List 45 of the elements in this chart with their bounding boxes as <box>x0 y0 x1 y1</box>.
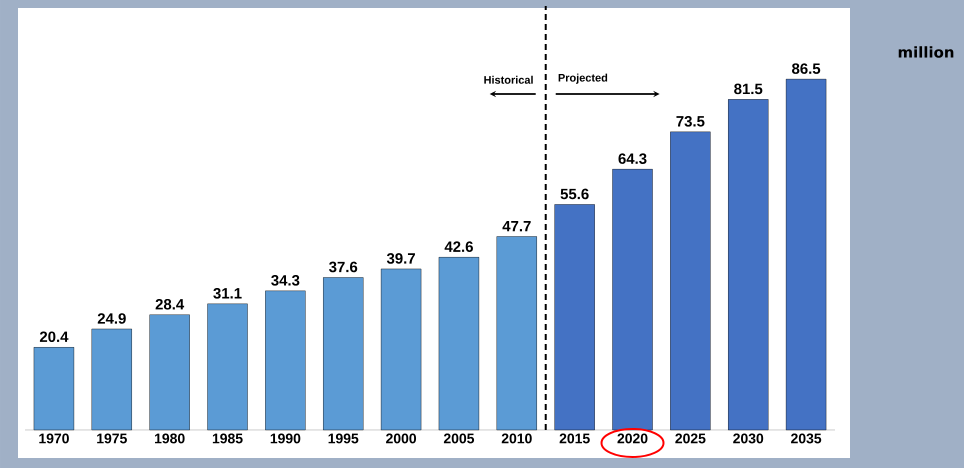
x-tick-label: 1995 <box>328 433 358 444</box>
data-label: 39.7 <box>386 253 415 264</box>
bar <box>786 78 826 430</box>
data-label: 20.4 <box>40 331 68 342</box>
x-tick-label: 2015 <box>560 433 590 444</box>
data-label: 31.1 <box>213 288 242 299</box>
data-label: 81.5 <box>734 84 762 94</box>
x-tick-label: 2025 <box>675 433 706 444</box>
bar <box>265 290 306 430</box>
bar <box>670 132 711 430</box>
bar <box>496 236 537 430</box>
x-tick-label: 2030 <box>733 433 764 444</box>
bar <box>149 314 190 430</box>
bar <box>728 99 768 430</box>
data-label: 47.7 <box>502 221 531 232</box>
bar <box>438 256 480 430</box>
x-tick-label: 1985 <box>212 433 243 444</box>
bar <box>380 268 422 430</box>
bar <box>323 277 364 430</box>
data-label: 64.3 <box>618 153 647 164</box>
data-label: 24.9 <box>98 313 126 324</box>
x-tick-label: 2000 <box>386 433 416 444</box>
x-tick-label: 2010 <box>502 433 532 444</box>
x-tick-label: 1975 <box>97 433 127 444</box>
bar <box>34 347 74 430</box>
data-label: 37.6 <box>329 262 358 272</box>
x-tick-label: 1990 <box>270 433 300 444</box>
data-label: 86.5 <box>792 63 820 74</box>
bar <box>554 204 595 430</box>
annotation: Projected <box>558 74 608 84</box>
bar <box>612 168 653 430</box>
data-label: 34.3 <box>271 275 300 286</box>
bar <box>92 328 132 430</box>
x-tick-label: 1980 <box>155 433 185 444</box>
data-label: 55.6 <box>560 188 589 200</box>
x-tick-label: 2020 <box>617 433 648 444</box>
data-label: 73.5 <box>676 116 704 127</box>
y-axis-title: million <box>898 46 954 58</box>
x-tick-label: 1970 <box>39 433 69 444</box>
annotation: Historical <box>484 76 533 84</box>
data-label: 42.6 <box>444 241 473 252</box>
x-tick-label: 2035 <box>791 433 822 444</box>
x-tick-label: 2005 <box>444 433 474 444</box>
bar <box>207 304 248 430</box>
data-label: 28.4 <box>156 299 184 310</box>
